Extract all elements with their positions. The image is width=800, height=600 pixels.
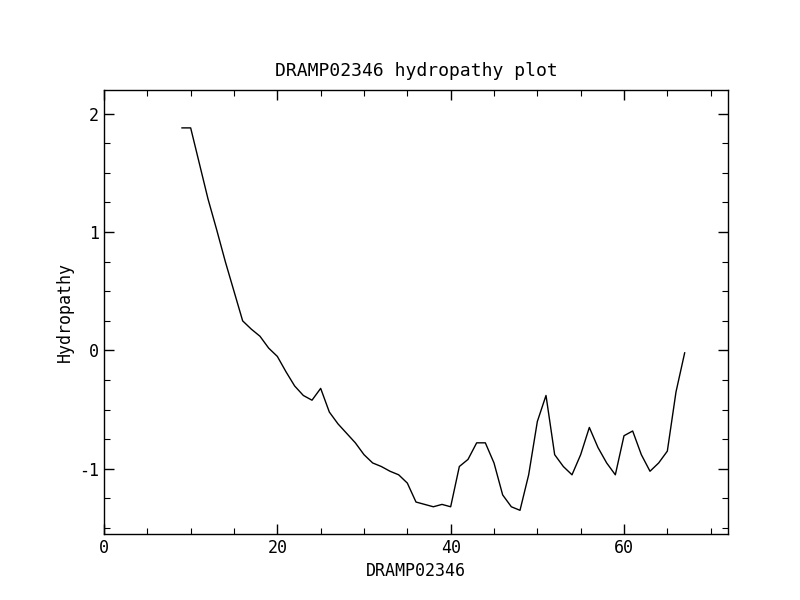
X-axis label: DRAMP02346: DRAMP02346 — [366, 562, 466, 580]
Y-axis label: Hydropathy: Hydropathy — [55, 262, 74, 362]
Title: DRAMP02346 hydropathy plot: DRAMP02346 hydropathy plot — [274, 62, 558, 80]
